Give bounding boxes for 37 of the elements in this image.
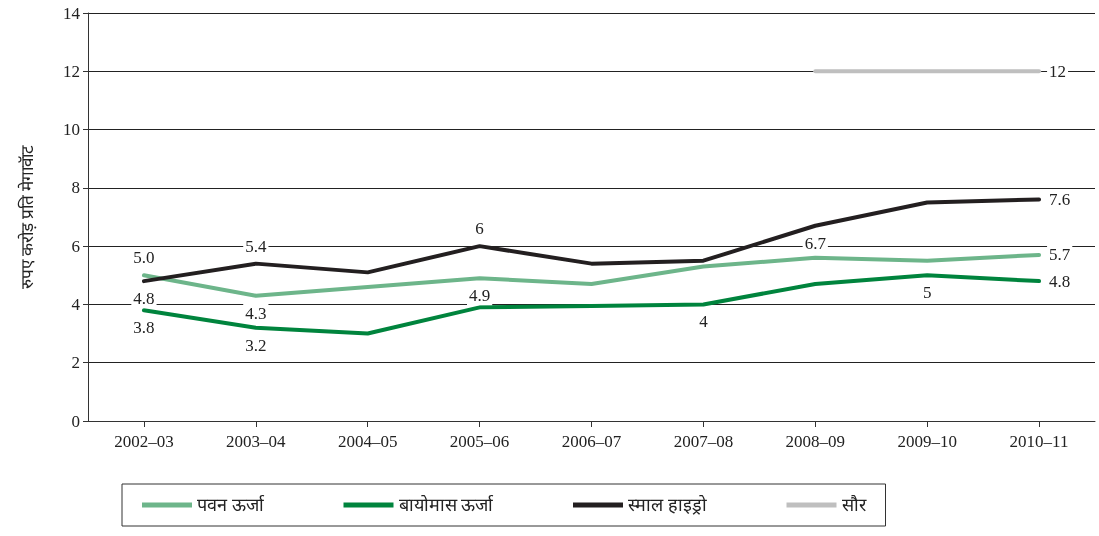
x-tick-label: 2007–08 [673, 432, 734, 451]
x-tick-label: 2005–06 [449, 432, 510, 451]
y-tick-label: 14 [63, 3, 81, 23]
data-label: 4.8 [1049, 271, 1071, 291]
data-label: 7.6 [1049, 190, 1071, 210]
legend-label: पवन ऊर्जा [197, 494, 265, 515]
legend-label: बायोमास ऊर्जा [398, 494, 494, 515]
x-tick-label: 2010–11 [1009, 432, 1069, 451]
data-label: 4.3 [245, 303, 267, 323]
y-axis-title: रुपए करोड़ प्रति मेगावॅाट [17, 144, 37, 290]
y-tick-label: 10 [63, 120, 80, 140]
x-tick-label: 2008–09 [785, 432, 846, 451]
data-label: 5.0 [133, 248, 155, 268]
data-label: 3.2 [245, 335, 267, 355]
data-label: 12 [1049, 61, 1067, 81]
legend-label: स्माल हाइड्रो [628, 494, 707, 515]
y-tick-label: 0 [71, 411, 80, 431]
data-label: 5.4 [245, 236, 267, 256]
y-tick-label: 6 [71, 236, 80, 256]
data-label: 6.7 [804, 233, 827, 253]
x-tick-label: 2009–10 [897, 432, 957, 451]
data-label: 4.8 [133, 289, 155, 309]
y-tick-label: 12 [63, 61, 80, 81]
y-tick-label: 8 [71, 178, 80, 198]
x-tick-label: 2004–05 [337, 432, 398, 451]
data-label: 4 [699, 312, 709, 332]
x-tick-label: 2002–03 [114, 432, 174, 451]
x-tick-label: 2003–04 [226, 432, 287, 451]
data-label: 6 [475, 219, 484, 239]
y-tick-label: 2 [71, 353, 80, 373]
y-tick-label: 4 [71, 294, 81, 314]
legend-label: सौर [841, 494, 867, 515]
data-label: 5.7 [1049, 245, 1071, 265]
data-label: 5 [922, 283, 932, 303]
data-label: 3.8 [133, 318, 155, 338]
data-label: 4.9 [468, 286, 491, 306]
x-tick-label: 2006–07 [561, 432, 622, 451]
